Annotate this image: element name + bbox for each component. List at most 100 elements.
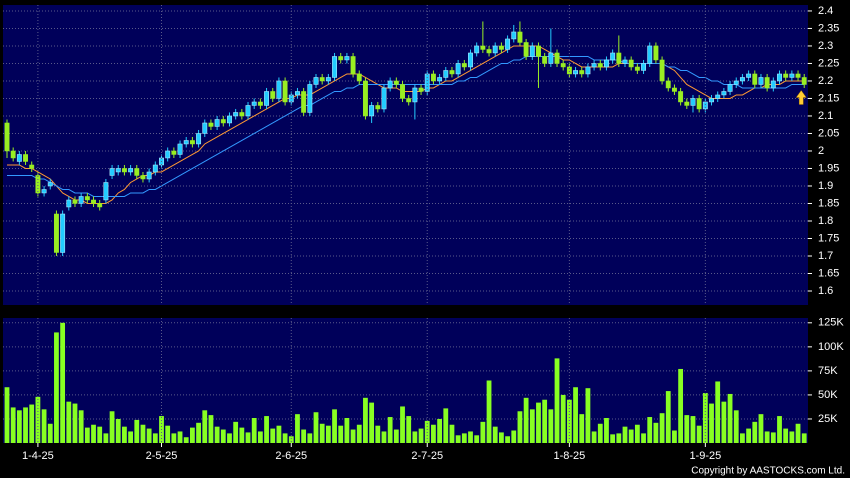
- volume-bar: [10, 407, 16, 443]
- candle-body: [251, 101, 257, 106]
- candle-body: [418, 87, 424, 92]
- volume-bar: [332, 409, 337, 443]
- candle-body: [647, 45, 653, 64]
- volume-bar: [770, 432, 776, 443]
- volume-bar: [313, 412, 319, 443]
- volume-bar: [16, 410, 22, 443]
- volume-bar: [375, 425, 381, 443]
- candle-body: [295, 91, 300, 96]
- x-tick-label: 1-4-25: [22, 450, 54, 462]
- moving-average-line: [7, 55, 805, 197]
- y-tick-label: 2.1: [818, 110, 833, 122]
- volume-bar: [97, 426, 103, 443]
- candle-body: [678, 91, 684, 103]
- volume-bar: [78, 410, 84, 443]
- volume-bar: [220, 429, 226, 443]
- volume-bar: [202, 410, 208, 443]
- candle-body: [492, 45, 498, 54]
- candle-body: [721, 91, 727, 96]
- y-tick-label: 2.2: [818, 75, 833, 87]
- volume-bar: [190, 427, 195, 443]
- candle-body: [443, 70, 449, 78]
- candle-body: [449, 70, 455, 75]
- volume-bar: [406, 416, 412, 443]
- volume-bar: [517, 411, 523, 443]
- candle-body: [622, 59, 628, 64]
- volume-bar: [344, 418, 350, 443]
- y-tick-label: 1.85: [818, 197, 839, 209]
- volume-bar: [777, 416, 782, 443]
- candle-body: [227, 115, 232, 124]
- candle-body: [585, 66, 591, 75]
- volume-bar: [288, 436, 294, 443]
- candle-body: [424, 73, 430, 92]
- candle-body: [245, 105, 251, 117]
- volume-bar: [764, 431, 770, 443]
- candle-body: [84, 196, 90, 201]
- volume-bar: [560, 394, 566, 443]
- candle-body: [109, 168, 115, 176]
- candle-body: [146, 171, 152, 180]
- candle-body: [375, 105, 381, 110]
- volume-bar: [486, 380, 492, 443]
- candle-body: [220, 119, 226, 124]
- y-tick-label: 2.3: [818, 40, 833, 52]
- y-tick-label: 1.8: [818, 215, 833, 227]
- candle-body: [783, 73, 789, 78]
- price-panel: [3, 5, 808, 305]
- volume-bar: [369, 402, 375, 443]
- candle-body: [362, 80, 368, 117]
- candle-body: [97, 203, 103, 208]
- volume-bar: [239, 427, 245, 443]
- volume-bar: [733, 410, 739, 443]
- candle-body: [634, 66, 640, 71]
- candle-body: [202, 122, 208, 134]
- y-tick-label: 2.35: [818, 22, 839, 34]
- x-tick-label: 2-7-25: [411, 450, 443, 462]
- volume-bar: [264, 416, 269, 443]
- volume-bar: [437, 418, 442, 443]
- volume-bar: [665, 391, 671, 443]
- candle-body: [770, 80, 776, 89]
- candle-body: [795, 73, 801, 78]
- volume-bar: [41, 409, 47, 443]
- candle-body: [23, 154, 28, 162]
- y-tick-label: 2.15: [818, 92, 839, 104]
- candle-body: [121, 168, 127, 173]
- volume-bar: [66, 401, 72, 443]
- volume-bar: [60, 322, 66, 443]
- volume-bar: [616, 433, 622, 443]
- volume-bar: [177, 431, 183, 443]
- candle-body: [171, 150, 177, 155]
- candle-body: [505, 38, 511, 50]
- latest-arrow: [795, 90, 807, 105]
- volume-bar: [356, 424, 362, 443]
- volume-bar: [536, 402, 541, 443]
- x-tick-label: 1-9-25: [689, 450, 721, 462]
- volume-bar: [23, 407, 28, 443]
- volume-bar: [758, 414, 764, 443]
- volume-bar: [523, 397, 529, 443]
- candle-body: [659, 59, 665, 82]
- candle-body: [165, 150, 171, 159]
- candle-body: [461, 63, 467, 68]
- y-tick-label: 25K: [818, 413, 838, 425]
- candle-body: [208, 122, 214, 127]
- y-tick-label: 75K: [818, 365, 838, 377]
- candle-body: [29, 164, 35, 169]
- candle-body: [752, 73, 758, 85]
- volume-bar: [604, 418, 609, 443]
- copyright: Copyright by AASTOCKS.com Ltd.: [691, 466, 845, 477]
- y-tick-label: 1.75: [818, 232, 839, 244]
- candle-body: [579, 70, 585, 75]
- y-tick-label: 2: [818, 145, 824, 157]
- candle-body: [233, 112, 239, 117]
- candle-body: [128, 168, 134, 173]
- volume-bar: [257, 431, 263, 443]
- candle-body: [356, 73, 362, 82]
- candle-body: [307, 84, 313, 113]
- candle-body: [777, 73, 782, 82]
- candle-body: [665, 80, 671, 89]
- volume-bar: [128, 431, 133, 443]
- volume-bar: [591, 431, 597, 443]
